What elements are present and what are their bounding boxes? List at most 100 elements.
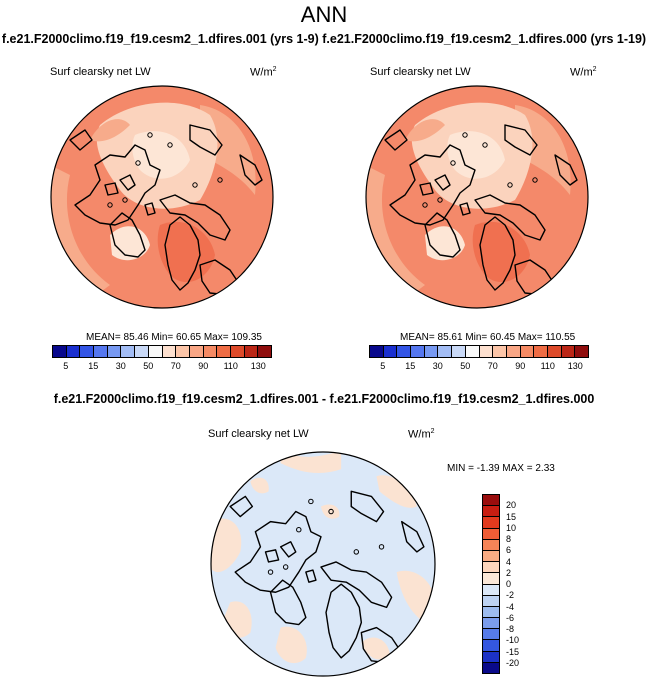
island xyxy=(462,132,468,138)
left-colorbar: 5 15 30 50 70 90 110 130 xyxy=(52,345,272,372)
map-border xyxy=(210,451,436,677)
colorbar-tick-label: 8 xyxy=(506,534,512,544)
coastline xyxy=(350,490,385,523)
colorbar-tick-label: 5 xyxy=(380,361,386,371)
colorbar-box xyxy=(483,573,499,585)
field-region xyxy=(90,119,130,142)
colorbar-box xyxy=(94,346,108,357)
diff-title: f.e21.F2000climo.f19_f19.cesm2_1.dfires.… xyxy=(53,392,595,406)
colorbar-box xyxy=(483,506,499,518)
colorbar-box xyxy=(189,346,204,357)
colorbar-tick-label: 6 xyxy=(506,545,512,556)
coastline xyxy=(419,182,434,196)
colorbar-box xyxy=(483,651,499,663)
coastline xyxy=(384,129,408,151)
difference-polar-map xyxy=(210,451,436,677)
colorbar-tick-label: 110 xyxy=(223,361,238,371)
colorbar-box xyxy=(534,346,548,357)
colorbar-tick-label: 15 xyxy=(506,511,517,522)
right-variable-label: Surf clearsky net LW xyxy=(370,66,471,78)
island xyxy=(450,160,456,166)
coastline xyxy=(104,182,119,196)
coastline xyxy=(119,174,136,191)
colorbar-box xyxy=(370,346,384,357)
colorbar-box xyxy=(176,346,190,357)
colorbar-box xyxy=(483,640,499,652)
field-region xyxy=(447,131,505,179)
colorbar-tick-label: -10 xyxy=(506,635,520,646)
colorbar-box xyxy=(483,550,499,563)
island xyxy=(167,142,173,148)
right-stats: MEAN= 85.61 Min= 60.45 Max= 110.55 xyxy=(400,332,576,343)
left-units-label: W/m2 xyxy=(250,66,277,79)
colorbar-box xyxy=(148,346,163,357)
coastline xyxy=(279,541,297,558)
coastline xyxy=(144,202,156,216)
field-region xyxy=(320,504,340,519)
colorbar-tick-label: 110 xyxy=(540,361,555,371)
coastline xyxy=(389,144,476,226)
diff-colorbar-ticks: 20 15 10 8 6 4 2 0 -2 -4 -6 -8 -10 -15 -20 xyxy=(506,494,536,674)
field-region xyxy=(250,477,269,494)
colorbar-box xyxy=(479,346,494,357)
coastline xyxy=(159,194,231,241)
coastline xyxy=(229,495,254,518)
colorbar-box xyxy=(411,346,425,357)
coastline xyxy=(69,129,93,151)
colorbar-box xyxy=(203,346,218,357)
colorbar-tick-label: 20 xyxy=(506,500,517,511)
colorbar-box xyxy=(520,346,535,357)
coastline xyxy=(74,144,161,226)
coastline xyxy=(479,216,516,291)
colorbar-tick-label: 0 xyxy=(506,579,512,589)
colorbar-tick-label: -6 xyxy=(506,612,515,623)
colorbar-box xyxy=(483,618,499,630)
diff-colorbar: 20 15 10 8 6 4 2 0 -2 -4 -6 -8 -10 -15 -20 xyxy=(482,494,519,674)
colorbar-tick-label: -8 xyxy=(506,624,515,634)
island xyxy=(122,197,128,203)
colorbar-tick-label: 5 xyxy=(63,361,69,371)
left-variable-label: Surf clearsky net LW xyxy=(50,66,151,78)
colorbar-box xyxy=(483,595,499,607)
colorbar-tick-label: -4 xyxy=(506,601,515,612)
island xyxy=(192,182,198,188)
field-region xyxy=(132,131,190,179)
colorbar-box xyxy=(452,346,466,357)
island xyxy=(507,182,513,188)
right-colorbar: 5 15 30 50 70 90 110 130 xyxy=(369,345,589,372)
colorbar-box xyxy=(483,606,499,619)
colorbar-box xyxy=(80,346,95,357)
case-title: f.e21.F2000climo.f19_f19.cesm2_1.dfires.… xyxy=(1,32,647,46)
coastline xyxy=(554,154,578,186)
colorbar-box xyxy=(483,629,499,641)
island xyxy=(107,202,113,208)
colorbar-box xyxy=(383,346,398,357)
colorbar-box xyxy=(465,346,480,357)
colorbar-tick-label: 15 xyxy=(88,361,99,371)
island xyxy=(147,132,153,138)
field-region xyxy=(275,626,307,664)
coastline xyxy=(269,579,307,626)
field-region xyxy=(376,475,417,508)
left-polar-map xyxy=(50,85,274,309)
colorbar-tick-label: 30 xyxy=(432,361,443,371)
coastline xyxy=(504,124,538,156)
field-region xyxy=(211,518,242,572)
colorbar-box xyxy=(506,346,521,357)
coastline xyxy=(239,154,263,186)
colorbar-tick-label: 15 xyxy=(405,361,416,371)
colorbar-box xyxy=(230,346,245,357)
colorbar-box xyxy=(66,346,81,357)
colorbar-tick-label: 130 xyxy=(567,361,583,371)
colorbar-box xyxy=(575,346,588,357)
colorbar-tick-label: 70 xyxy=(487,361,498,371)
colorbar-tick-label: 50 xyxy=(460,361,471,371)
colorbar-tick-label: 90 xyxy=(198,361,209,371)
colorbar-tick-label: 4 xyxy=(506,556,512,567)
coastline xyxy=(424,212,461,258)
colorbar-box xyxy=(107,346,122,357)
right-polar-map xyxy=(365,85,589,309)
colorbar-box xyxy=(438,346,453,357)
colorbar-box xyxy=(483,584,499,596)
island xyxy=(308,498,314,505)
